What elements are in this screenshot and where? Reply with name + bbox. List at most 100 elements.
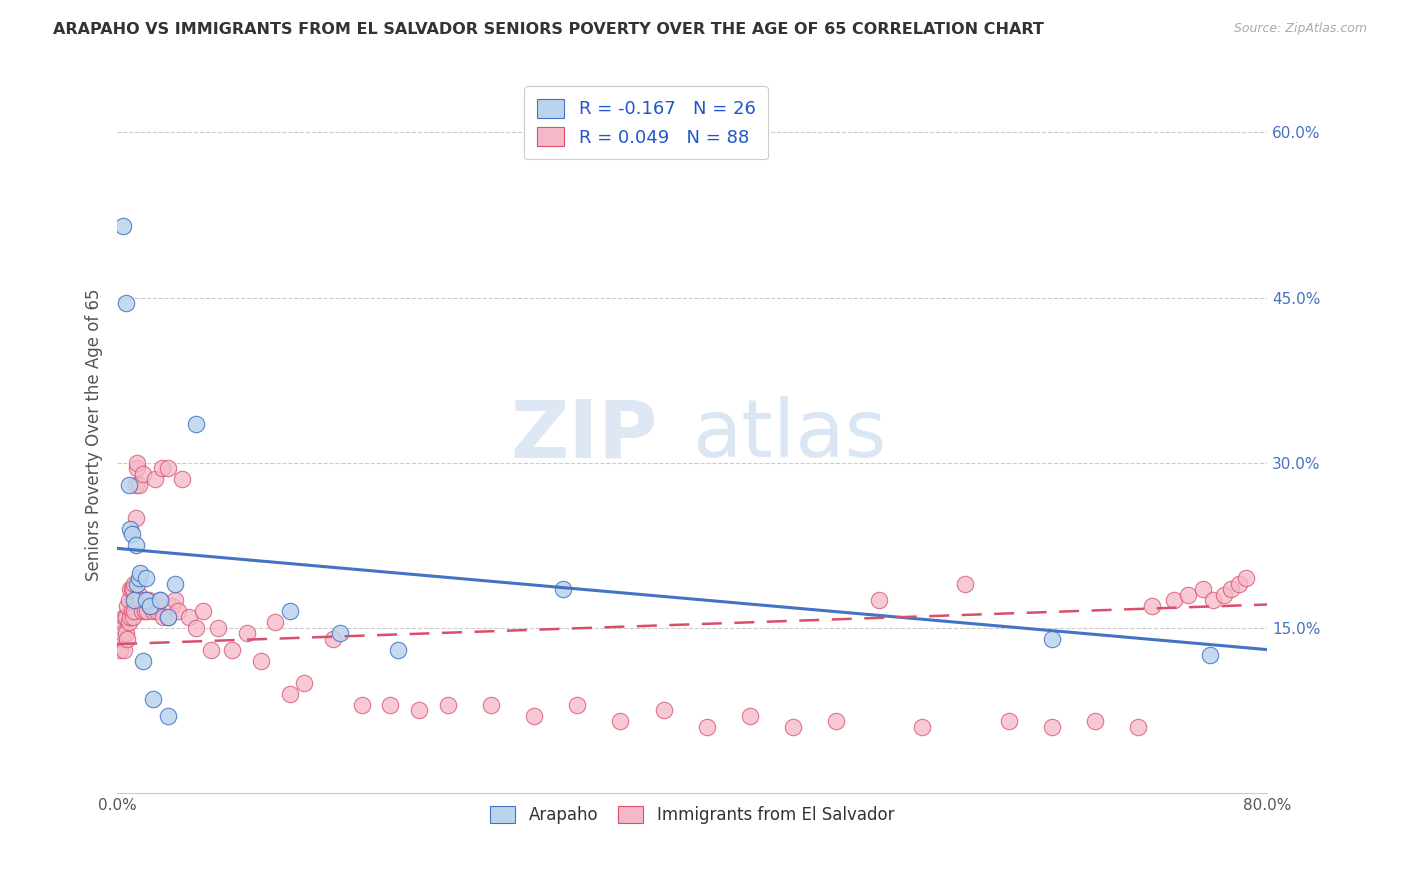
Point xyxy=(609,714,631,728)
Point xyxy=(652,703,675,717)
Legend: Arapaho, Immigrants from El Salvador: Arapaho, Immigrants from El Salvador xyxy=(481,797,904,834)
Point xyxy=(292,675,315,690)
Y-axis label: Seniors Poverty Over the Age of 65: Seniors Poverty Over the Age of 65 xyxy=(86,289,103,582)
Point xyxy=(868,593,890,607)
Point xyxy=(111,219,134,233)
Point xyxy=(350,698,373,712)
Point xyxy=(738,708,761,723)
Text: ARAPAHO VS IMMIGRANTS FROM EL SALVADOR SENIORS POVERTY OVER THE AGE OF 65 CORREL: ARAPAHO VS IMMIGRANTS FROM EL SALVADOR S… xyxy=(53,22,1045,37)
Text: atlas: atlas xyxy=(692,396,887,474)
Text: ZIP: ZIP xyxy=(510,396,658,474)
Point xyxy=(135,571,157,585)
Point xyxy=(125,538,148,552)
Point xyxy=(221,642,243,657)
Point xyxy=(696,720,718,734)
Point xyxy=(1220,582,1243,596)
Point xyxy=(387,642,409,657)
Point xyxy=(911,720,934,734)
Point xyxy=(955,576,977,591)
Point xyxy=(135,593,157,607)
Point xyxy=(156,609,179,624)
Point xyxy=(112,642,135,657)
Point xyxy=(114,609,136,624)
Point xyxy=(114,296,136,310)
Point xyxy=(142,604,165,618)
Point xyxy=(177,609,200,624)
Point xyxy=(124,593,146,607)
Point xyxy=(437,698,460,712)
Point xyxy=(125,510,148,524)
Point xyxy=(136,604,159,618)
Point xyxy=(186,621,208,635)
Point xyxy=(131,604,153,618)
Point xyxy=(124,604,146,618)
Point xyxy=(118,477,141,491)
Point xyxy=(408,703,430,717)
Point xyxy=(127,576,149,591)
Point xyxy=(129,593,152,607)
Point xyxy=(127,461,149,475)
Point xyxy=(128,571,150,585)
Point xyxy=(152,609,174,624)
Point xyxy=(186,417,208,431)
Point xyxy=(145,599,167,613)
Point xyxy=(1227,576,1250,591)
Point xyxy=(1142,599,1164,613)
Point xyxy=(110,632,132,646)
Point xyxy=(1177,588,1199,602)
Point xyxy=(139,599,162,613)
Point xyxy=(121,582,143,596)
Point xyxy=(135,593,157,607)
Point xyxy=(1084,714,1107,728)
Point xyxy=(997,714,1019,728)
Point xyxy=(118,615,141,629)
Point xyxy=(114,626,136,640)
Point xyxy=(121,604,143,618)
Point xyxy=(110,615,132,629)
Point xyxy=(117,599,139,613)
Point xyxy=(120,522,142,536)
Point xyxy=(380,698,402,712)
Point xyxy=(825,714,848,728)
Point xyxy=(163,576,186,591)
Point xyxy=(143,472,166,486)
Point xyxy=(170,472,193,486)
Point xyxy=(132,654,155,668)
Point xyxy=(138,593,160,607)
Point xyxy=(122,582,145,596)
Point xyxy=(782,720,804,734)
Point xyxy=(150,461,173,475)
Point xyxy=(156,609,179,624)
Point xyxy=(207,621,229,635)
Point xyxy=(156,708,179,723)
Point xyxy=(479,698,502,712)
Point xyxy=(125,477,148,491)
Point xyxy=(117,632,139,646)
Point xyxy=(149,593,172,607)
Point xyxy=(118,593,141,607)
Point xyxy=(146,604,169,618)
Point xyxy=(523,708,546,723)
Point xyxy=(139,599,162,613)
Point xyxy=(1198,648,1220,662)
Point xyxy=(1040,720,1063,734)
Point xyxy=(134,604,156,618)
Point xyxy=(124,576,146,591)
Point xyxy=(278,687,301,701)
Point xyxy=(128,588,150,602)
Point xyxy=(200,642,222,657)
Point xyxy=(235,626,257,640)
Point xyxy=(120,609,142,624)
Point xyxy=(551,582,574,596)
Point xyxy=(1163,593,1185,607)
Point xyxy=(163,593,186,607)
Point xyxy=(111,626,134,640)
Point xyxy=(1126,720,1149,734)
Point xyxy=(132,467,155,481)
Point xyxy=(1213,588,1236,602)
Point xyxy=(112,609,135,624)
Point xyxy=(129,566,152,580)
Point xyxy=(122,609,145,624)
Point xyxy=(166,604,188,618)
Point xyxy=(149,593,172,607)
